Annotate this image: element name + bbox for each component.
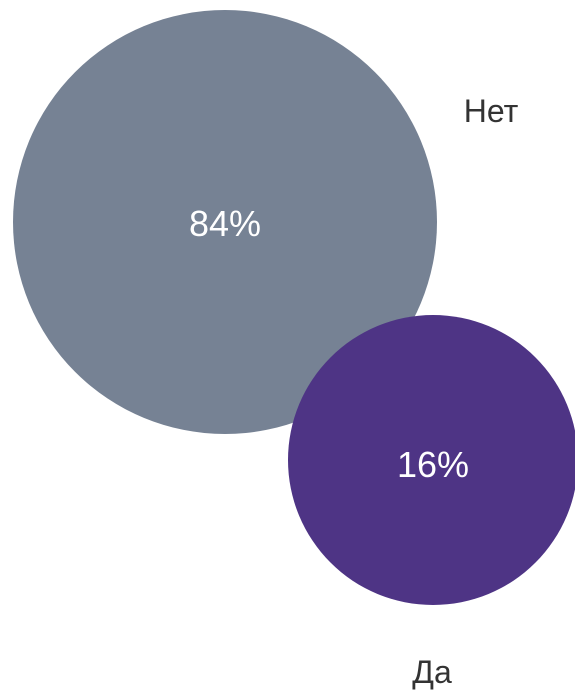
category-label-da: Да (412, 654, 452, 690)
data-label-net: 84% (189, 203, 261, 244)
category-label-net: Нет (464, 93, 519, 129)
data-label-da: 16% (397, 444, 469, 485)
bubble-net (13, 10, 437, 434)
bubble-da (288, 315, 575, 605)
